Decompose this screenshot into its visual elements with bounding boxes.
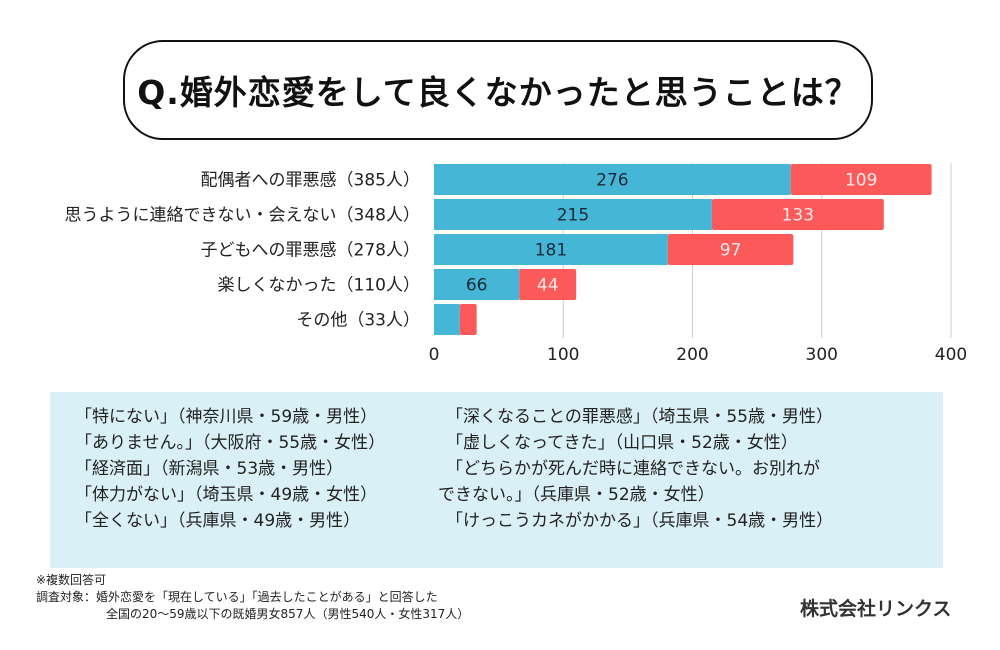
bar-segment-female	[519, 269, 577, 300]
bar-segment-female	[459, 304, 477, 335]
bar-segment-male	[434, 269, 520, 300]
question-title: Q.婚外恋愛をして良くなかったと思うことは？	[137, 73, 859, 112]
data-label: 109	[845, 171, 877, 191]
bar-segment-male	[434, 304, 460, 335]
bar-segment-male	[434, 234, 668, 265]
category-label: 子どもへの罪悪感（278人）	[201, 241, 420, 261]
comment: できない。」（兵庫県・52歳・女性）	[438, 485, 715, 505]
data-label: 66	[466, 276, 488, 296]
comments-left-column: 「特にない」（神奈川県・59歳・男性） 「ありません。」（大阪府・55歳・女性）…	[75, 404, 385, 534]
question-title-box: Q.婚外恋愛をして良くなかったと思うことは？	[123, 40, 873, 140]
x-tick-label: 200	[676, 345, 708, 365]
comment: 「全くない」（兵庫県・49歳・男性）	[75, 511, 361, 531]
category-label: 楽しくなかった（110人）	[218, 276, 420, 296]
x-tick-label: 0	[429, 345, 440, 365]
comment: 「どちらかが死んだ時に連絡できない。お別れが	[446, 459, 820, 479]
bar-segment-male	[434, 164, 791, 195]
multiple-answer-note: ※複数回答可	[36, 573, 107, 587]
bar-segment-male	[434, 199, 712, 230]
stacked-bar-chart: 0 100 200 300 400 配偶者への罪悪感（385人） 276 109 思うように連絡…	[65, 163, 967, 365]
bar-segment-female	[790, 164, 932, 195]
survey-target-line1: 調査対象：婚外恋愛を「現在している」「過去したことがある」と回答した	[36, 590, 438, 604]
comment: 「ありません。」（大阪府・55歳・女性）	[75, 433, 386, 453]
comments-right-column: 「深くなることの罪悪感」（埼玉県・55歳・男性） 「虚しくなってきた」（山口県・…	[438, 404, 834, 534]
bar-segment-female	[711, 199, 884, 230]
data-label: 181	[535, 241, 567, 261]
comment: 「深くなることの罪悪感」（埼玉県・55歳・男性）	[446, 407, 833, 427]
x-tick-label: 100	[547, 345, 579, 365]
comment: 「特にない」（神奈川県・59歳・男性）	[75, 407, 378, 427]
x-tick-label: 400	[935, 345, 967, 365]
x-tick-label: 300	[806, 345, 838, 365]
comment: 「虚しくなってきた」（山口県・52歳・女性）	[446, 433, 798, 453]
bar-segment-female	[667, 234, 794, 265]
data-label: 133	[782, 206, 814, 226]
category-label: 思うように連絡できない・会えない（348人）	[65, 206, 420, 226]
survey-target-line2: 全国の20〜59歳以下の既婚男女857人（男性540人・女性317人）	[106, 607, 470, 621]
comment: 「経済面」（新潟県・53歳・男性）	[75, 459, 344, 479]
data-label: 215	[557, 206, 589, 226]
category-label: その他（33人）	[296, 311, 420, 331]
comment: 「体力がない」（埼玉県・49歳・女性）	[75, 485, 378, 505]
data-label: 97	[720, 241, 742, 261]
data-label: 44	[537, 276, 559, 296]
comments-panel: 「特にない」（神奈川県・59歳・男性） 「ありません。」（大阪府・55歳・女性）…	[50, 392, 943, 568]
data-label: 276	[596, 171, 628, 191]
survey-notes: ※複数回答可 調査対象：婚外恋愛を「現在している」「過去したことがある」と回答し…	[36, 572, 469, 623]
comment: 「けっこうカネがかかる」（兵庫県・54歳・男性）	[446, 511, 834, 531]
company-name: 株式会社リンクス	[800, 598, 952, 620]
category-label: 配偶者への罪悪感（385人）	[201, 171, 420, 191]
